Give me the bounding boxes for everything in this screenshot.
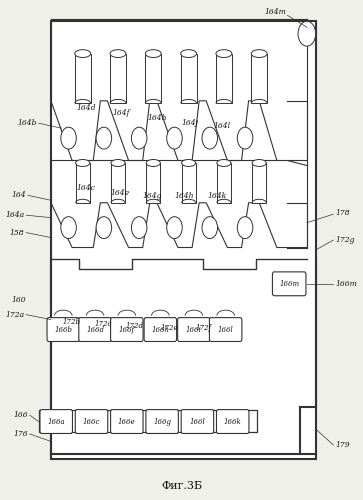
Text: 166k: 166k <box>224 418 242 426</box>
Text: 166d: 166d <box>86 326 104 334</box>
Ellipse shape <box>111 160 125 166</box>
FancyBboxPatch shape <box>178 318 210 342</box>
Text: 166g: 166g <box>153 418 171 426</box>
Text: 166l: 166l <box>218 326 233 334</box>
FancyBboxPatch shape <box>47 318 79 342</box>
Text: 172e: 172e <box>160 324 178 332</box>
Text: 164b: 164b <box>17 119 37 127</box>
Circle shape <box>202 127 217 149</box>
Text: 172c: 172c <box>94 320 112 328</box>
Text: 164: 164 <box>12 192 26 200</box>
Ellipse shape <box>216 50 232 58</box>
Ellipse shape <box>146 160 160 166</box>
Text: 178: 178 <box>335 208 350 216</box>
Circle shape <box>131 216 147 238</box>
Text: 172f: 172f <box>195 324 212 332</box>
Text: 164a: 164a <box>5 211 24 219</box>
Text: 164h: 164h <box>175 192 194 200</box>
Text: 172b: 172b <box>62 318 80 326</box>
Text: 164d: 164d <box>77 104 96 112</box>
Text: 164g: 164g <box>143 192 162 200</box>
Text: 166l: 166l <box>189 418 205 426</box>
Text: 164j: 164j <box>182 119 199 127</box>
Text: 166m: 166m <box>279 280 299 288</box>
Ellipse shape <box>217 160 231 166</box>
Text: 166h: 166h <box>151 326 170 334</box>
Bar <box>182 163 196 203</box>
Bar <box>146 163 160 203</box>
FancyBboxPatch shape <box>75 410 108 434</box>
Bar <box>251 54 267 104</box>
Text: 166e: 166e <box>118 418 136 426</box>
Text: 166c: 166c <box>83 418 100 426</box>
Circle shape <box>167 216 182 238</box>
Bar <box>181 54 196 104</box>
Text: Фиг.3Б: Фиг.3Б <box>161 481 202 491</box>
Text: 164h: 164h <box>147 114 167 122</box>
Bar <box>111 163 125 203</box>
Bar <box>145 54 161 104</box>
Text: 166i: 166i <box>186 326 202 334</box>
Circle shape <box>131 127 147 149</box>
Ellipse shape <box>110 50 126 58</box>
Circle shape <box>61 216 76 238</box>
Circle shape <box>96 216 112 238</box>
Bar <box>216 54 232 104</box>
Ellipse shape <box>75 50 91 58</box>
Text: 176: 176 <box>13 430 28 438</box>
FancyBboxPatch shape <box>209 318 242 342</box>
FancyBboxPatch shape <box>40 410 73 434</box>
Text: 172g: 172g <box>335 236 355 244</box>
FancyBboxPatch shape <box>79 318 111 342</box>
Ellipse shape <box>76 160 90 166</box>
Text: 166: 166 <box>13 411 28 419</box>
Circle shape <box>61 127 76 149</box>
FancyBboxPatch shape <box>181 410 214 434</box>
Ellipse shape <box>251 50 267 58</box>
Bar <box>252 163 266 203</box>
Circle shape <box>237 216 253 238</box>
Text: 164f: 164f <box>113 110 130 118</box>
Text: 166m: 166m <box>335 280 357 288</box>
Ellipse shape <box>182 160 196 166</box>
Ellipse shape <box>145 50 161 58</box>
Text: 164c: 164c <box>76 184 95 192</box>
Text: 172a: 172a <box>5 310 24 318</box>
FancyBboxPatch shape <box>216 410 249 434</box>
Text: 172d: 172d <box>126 322 144 330</box>
Circle shape <box>167 127 182 149</box>
Circle shape <box>202 216 217 238</box>
Bar <box>110 54 126 104</box>
Text: 166b: 166b <box>54 326 72 334</box>
Text: 164k: 164k <box>207 192 227 200</box>
Text: 166f: 166f <box>119 326 135 334</box>
Text: 164m: 164m <box>264 8 286 16</box>
Bar <box>75 54 91 104</box>
Text: 160: 160 <box>12 296 26 304</box>
Text: 166a: 166a <box>48 418 65 426</box>
FancyBboxPatch shape <box>111 410 143 434</box>
Ellipse shape <box>252 160 266 166</box>
Bar <box>51 22 316 459</box>
Circle shape <box>96 127 112 149</box>
Circle shape <box>298 22 316 46</box>
FancyBboxPatch shape <box>272 272 306 295</box>
Circle shape <box>237 127 253 149</box>
Text: 158: 158 <box>10 228 24 236</box>
Text: 179: 179 <box>335 441 350 449</box>
FancyBboxPatch shape <box>146 410 178 434</box>
Ellipse shape <box>181 50 196 58</box>
Bar <box>38 410 257 432</box>
FancyBboxPatch shape <box>111 318 143 342</box>
Bar <box>217 163 231 203</box>
FancyBboxPatch shape <box>144 318 176 342</box>
Text: 164e: 164e <box>110 189 129 197</box>
Text: 164l: 164l <box>213 122 231 130</box>
Bar <box>76 163 90 203</box>
